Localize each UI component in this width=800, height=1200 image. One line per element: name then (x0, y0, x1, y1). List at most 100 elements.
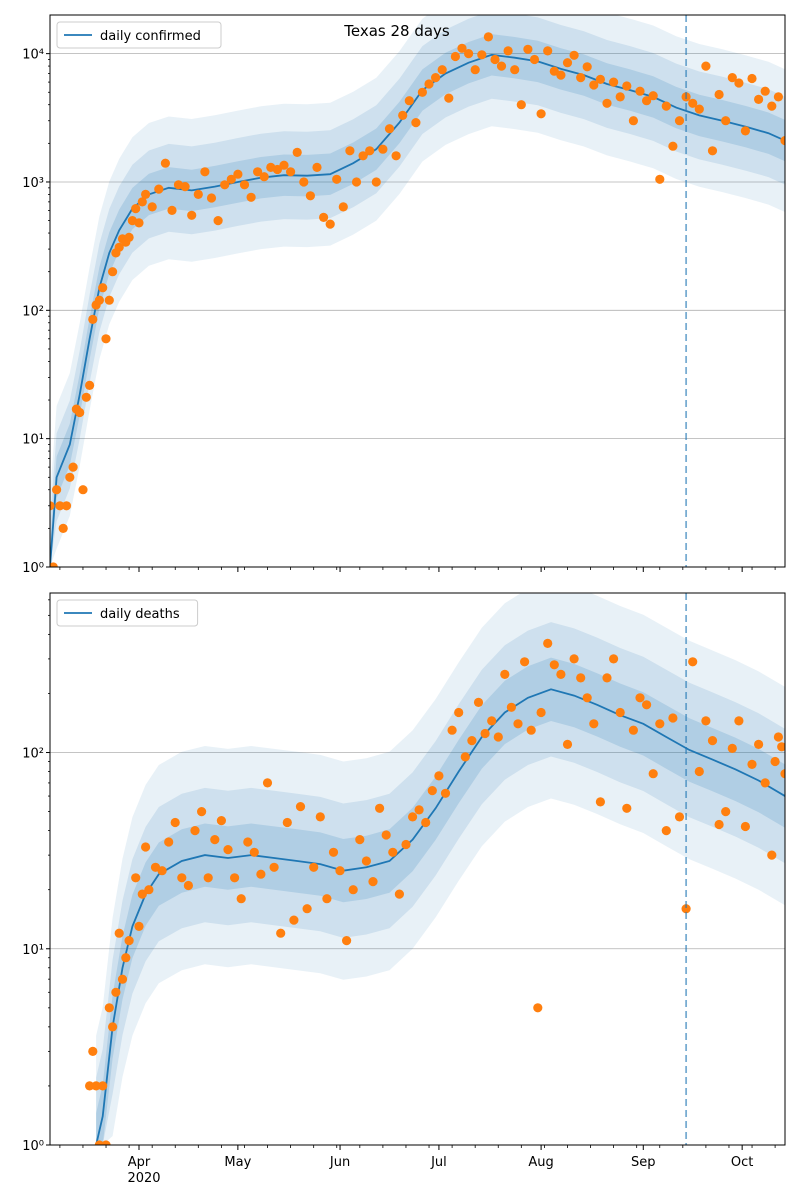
data-point-58 (332, 174, 342, 184)
x-tick-label-0: Apr (128, 1155, 151, 1170)
data-point-115 (777, 742, 785, 752)
data-point-44 (239, 180, 250, 190)
data-point-33 (167, 205, 177, 215)
x-tick-label-1: May (224, 1155, 251, 1170)
data-point-39 (206, 193, 217, 203)
data-point-70 (411, 118, 421, 128)
data-point-43 (315, 812, 325, 822)
plot-area (85, 593, 785, 1145)
data-point-105 (642, 96, 652, 106)
data-point-87 (602, 673, 612, 683)
data-point-36 (269, 862, 279, 872)
axes-frame (49, 14, 786, 568)
data-point-6 (104, 1003, 114, 1013)
series-line (95, 688, 785, 1145)
data-point-30 (230, 873, 240, 883)
data-point-82 (490, 54, 500, 65)
data-point-31 (236, 894, 246, 904)
data-point-65 (378, 144, 388, 154)
data-point-108 (740, 821, 751, 832)
data-point-37 (276, 928, 286, 938)
data-point-55 (312, 162, 322, 172)
data-point-78 (464, 49, 474, 59)
data-point-116 (780, 769, 785, 779)
data-point-100 (688, 657, 698, 667)
data-point-70 (493, 732, 503, 742)
data-point-17 (144, 885, 154, 895)
x-tick-label-5: Sep (631, 1155, 656, 1170)
data-point-8 (111, 987, 121, 997)
data-point-4 (98, 1081, 108, 1091)
data-point-16 (141, 842, 151, 852)
data-point-39 (289, 915, 299, 925)
y-tick-label-0: 10⁰ (22, 1139, 44, 1154)
data-point-126 (780, 136, 785, 146)
data-point-46 (335, 866, 345, 876)
data-point-123 (760, 86, 770, 96)
data-point-13 (131, 873, 141, 883)
data-point-43 (233, 169, 243, 179)
data-point-56 (401, 839, 411, 850)
data-point-24 (190, 826, 200, 836)
data-point-95 (576, 73, 586, 83)
data-point-98 (595, 74, 606, 84)
data-point-58 (414, 805, 424, 815)
data-point-22 (177, 873, 187, 883)
data-point-44 (322, 894, 332, 904)
data-point-5 (101, 1140, 111, 1145)
data-point-114 (773, 732, 784, 742)
data-point-63 (447, 725, 457, 735)
data-point-88 (609, 654, 619, 664)
data-point-75 (526, 725, 536, 735)
data-point-71 (500, 669, 510, 680)
data-point-112 (688, 98, 698, 108)
data-point-69 (404, 96, 414, 106)
y-tick-label-1: 10¹ (22, 433, 44, 448)
data-point-59 (338, 202, 348, 212)
data-point-93 (562, 58, 573, 68)
data-point-113 (770, 756, 780, 767)
data-point-21 (170, 817, 180, 828)
plot-area (50, 15, 785, 567)
data-point-40 (213, 216, 223, 226)
data-point-101 (615, 92, 625, 102)
data-point-96 (661, 826, 671, 836)
data-point-61 (351, 177, 362, 187)
x-tick-label-2: Jun (329, 1155, 350, 1170)
data-point-83 (576, 673, 586, 683)
uncertainty-band-1 (96, 622, 785, 1145)
data-point-2 (52, 485, 62, 495)
data-point-63 (365, 146, 375, 156)
data-point-64 (454, 707, 464, 718)
data-point-23 (183, 880, 193, 891)
data-point-40 (295, 802, 306, 812)
uncertainty-band-0 (96, 593, 785, 1145)
data-point-60 (427, 786, 437, 796)
data-point-124 (767, 101, 777, 111)
data-point-29 (223, 845, 233, 855)
data-point-50 (361, 856, 371, 866)
deaths-panel: 10⁰ 10¹ 10² Apr May Jun Jul Aug Sep Oct daily deat… (22, 592, 786, 1170)
data-point-76 (533, 1003, 543, 1013)
y-tick-label-3: 10³ (22, 176, 44, 191)
data-point-24 (124, 232, 134, 242)
legend: daily deaths (56, 599, 199, 627)
data-point-47 (342, 936, 352, 946)
figure-title: Texas 28 days (343, 22, 450, 40)
data-point-79 (470, 65, 480, 75)
data-point-33 (249, 847, 259, 857)
data-point-19 (108, 267, 118, 277)
data-point-94 (648, 769, 658, 779)
data-point-67 (391, 151, 401, 161)
data-point-81 (562, 739, 573, 750)
data-point-61 (434, 771, 444, 781)
data-point-56 (319, 212, 329, 222)
data-point-119 (734, 78, 744, 88)
data-point-109 (668, 141, 678, 151)
data-point-54 (388, 847, 398, 857)
y-tick-label-2: 10² (22, 747, 44, 762)
data-point-89 (615, 707, 625, 718)
data-point-29 (141, 189, 151, 199)
data-point-80 (477, 50, 487, 60)
data-point-111 (760, 778, 770, 788)
